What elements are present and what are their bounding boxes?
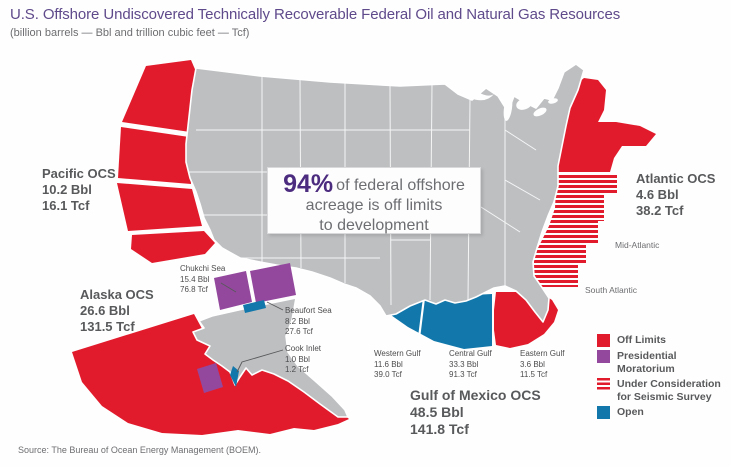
great-lakes (452, 87, 558, 121)
central-gulf-label: Central Gulf 33.3 Bbl 91.3 Tcf (449, 349, 492, 381)
north-atlantic-off-limits-region (556, 78, 656, 172)
beaufort-connector-line (266, 301, 284, 311)
region-name: Pacific OCS (42, 166, 116, 181)
region-gas: 131.5 Tcf (80, 319, 135, 334)
region-gas: 16.1 Tcf (42, 198, 90, 213)
beaufort-sea-moratorium-region (250, 263, 296, 303)
region-gas: 38.2 Tcf (636, 203, 684, 218)
area-name: Central Gulf (449, 349, 492, 358)
label-connectors (220, 282, 284, 373)
pacific-strip-4 (131, 231, 215, 263)
alaska-landmass (192, 297, 349, 418)
pacific-strip-1 (122, 60, 197, 132)
legend-label: Under Consideration for Seismic Survey (617, 378, 721, 403)
legend-item-seismic-survey: Under Consideration for Seismic Survey (597, 378, 729, 403)
area-oil: 33.3 Bbl (449, 359, 479, 369)
chukchi-sea-label: Chukchi Sea 15.4 Bbl 76.8 Tcf (180, 264, 225, 296)
eastern-gulf-label: Eastern Gulf 3.6 Bbl 11.5 Tcf (520, 349, 564, 381)
stat-text-line2: acreage is off limits (305, 197, 443, 214)
cook-inlet-label: Cook Inlet 1.0 Bbl 1.2 Tcf (285, 344, 321, 376)
region-name: Atlantic OCS (636, 171, 716, 186)
region-name: Alaska OCS (80, 287, 154, 302)
chukchi-connector-line (220, 282, 237, 293)
area-gas: 76.8 Tcf (180, 285, 208, 294)
pacific-ocs-label: Pacific OCS 10.2 Bbl 16.1 Tcf (42, 166, 116, 214)
stat-percent: 94% (283, 170, 334, 198)
legend-item-open: Open (597, 406, 729, 419)
cook-inlet-open-region (230, 366, 239, 387)
stat-callout: 94% of federal offshore acreage is off li… (267, 167, 481, 234)
map-legend: Off Limits Presidential Moratorium Under… (597, 334, 729, 422)
area-name: Western Gulf (374, 349, 421, 358)
seismic-survey-swatch-icon (597, 378, 610, 391)
legend-item-presidential-moratorium: Presidential Moratorium (597, 350, 729, 375)
beaufort-open-strip (243, 300, 266, 313)
open-swatch-icon (597, 406, 610, 419)
gulf-planning-divider (417, 297, 426, 339)
region-gas: 141.8 Tcf (410, 421, 469, 437)
stat-line: 94% of federal offshore (268, 172, 480, 197)
region-oil: 4.6 Bbl (636, 187, 679, 202)
pacific-strip-2 (118, 127, 191, 184)
area-name: Eastern Gulf (520, 349, 565, 358)
atlantic-ocs-label: Atlantic OCS 4.6 Bbl 38.2 Tcf (636, 171, 715, 219)
area-oil: 11.6 Bbl (374, 359, 403, 369)
pacific-strip-3 (117, 183, 202, 231)
alaska-south-moratorium-region (197, 363, 223, 393)
mid-atlantic-label: Mid-Atlantic (615, 240, 660, 250)
stat-text: of federal offshore (336, 177, 465, 194)
source-attribution: Source: The Bureau of Ocean Energy Manag… (18, 445, 261, 455)
region-name: Gulf of Mexico OCS (410, 387, 541, 403)
legend-label: Open (617, 406, 644, 418)
page-title: U.S. Offshore Undiscovered Technically R… (10, 6, 621, 23)
gulf-of-mexico-ocs-label: Gulf of Mexico OCS 48.5 Bbl 141.8 Tcf (410, 387, 541, 438)
area-gas: 91.3 Tcf (449, 370, 477, 379)
stat-text-line3: to development (319, 217, 429, 234)
atlantic-seismic-survey-region (534, 174, 617, 287)
page-subtitle: (billion barrels — Bbl and trillion cubi… (10, 27, 250, 39)
beaufort-sea-label: Beaufort Sea 8.2 Bbl 27.6 Tcf (285, 306, 332, 338)
western-gulf-label: Western Gulf 11.6 Bbl 39.0 Tcf (374, 349, 421, 381)
pacific-ocs-region (117, 60, 215, 263)
moratorium-swatch-icon (597, 350, 610, 363)
area-gas: 39.0 Tcf (374, 370, 402, 379)
legend-label: Presidential Moratorium (617, 350, 677, 375)
area-name: Beaufort Sea (285, 306, 332, 315)
area-name: Cook Inlet (285, 344, 322, 353)
region-oil: 10.2 Bbl (42, 182, 92, 197)
cook-inlet-connector-line (236, 349, 284, 373)
area-name: Chukchi Sea (180, 264, 226, 273)
legend-item-off-limits: Off Limits (597, 334, 729, 347)
area-gas: 1.2 Tcf (285, 365, 309, 374)
region-oil: 26.6 Bbl (80, 303, 130, 318)
off-limits-swatch-icon (597, 334, 610, 347)
area-gas: 27.6 Tcf (285, 327, 313, 336)
area-oil: 8.2 Bbl (285, 316, 310, 326)
area-oil: 15.4 Bbl (180, 274, 210, 284)
legend-label: Off Limits (617, 334, 666, 346)
south-atlantic-label: South Atlantic (585, 285, 637, 295)
area-gas: 11.5 Tcf (520, 370, 548, 379)
region-oil: 48.5 Bbl (410, 404, 464, 420)
area-oil: 3.6 Bbl (520, 359, 545, 369)
area-oil: 1.0 Bbl (285, 354, 310, 364)
alaska-ocs-label: Alaska OCS 26.6 Bbl 131.5 Tcf (80, 287, 154, 335)
